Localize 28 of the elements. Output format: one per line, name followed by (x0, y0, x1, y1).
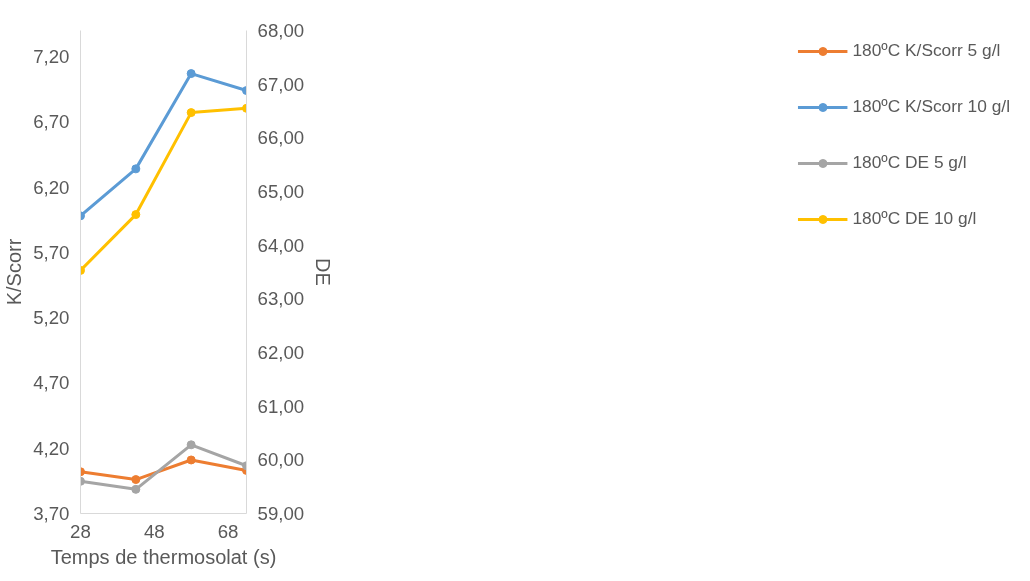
legend-label: 180ºC DE 5 g/l (852, 152, 967, 173)
y2-tick-label: 66,00 (257, 127, 305, 149)
y2-tick-label: 68,00 (257, 20, 305, 41)
y2-tick-label: 59,00 (257, 503, 305, 524)
y-tick-label: 5,70 (33, 241, 70, 263)
x-tick-label: 48 (143, 520, 165, 542)
y2-tick-label: 65,00 (257, 181, 305, 202)
y-axis-title: K/Scorr (3, 238, 26, 306)
x-axis-title: Temps de thermosolat (s) (50, 545, 277, 568)
y2-tick-label: 63,00 (257, 288, 305, 310)
x-tick-label: 28 (70, 520, 91, 542)
y-tick-label: 5,20 (33, 307, 70, 329)
y2-tick-label: 62,00 (257, 342, 305, 363)
y-tick-label: 4,20 (33, 437, 70, 459)
y-tick-label: 4,70 (33, 372, 70, 394)
y-tick-label: 6,20 (33, 176, 70, 198)
y2-axis-title: DE (312, 258, 335, 286)
y-tick-label: 7,20 (33, 46, 70, 68)
x-tick-label: 68 (217, 520, 239, 542)
y-tick-label: 3,70 (33, 503, 70, 524)
legend-label: 180ºC K/Scorr 5 g/l (852, 40, 1001, 61)
y-tick-label: 6,70 (33, 111, 70, 133)
y2-tick-label: 61,00 (257, 395, 305, 417)
y2-tick-label: 67,00 (257, 73, 305, 95)
legend-label: 180ºC K/Scorr 10 g/l (852, 96, 1010, 117)
y2-tick-label: 64,00 (257, 234, 305, 256)
legend-label: 180ºC DE 10 g/l (852, 208, 977, 229)
y2-tick-label: 60,00 (257, 449, 305, 471)
